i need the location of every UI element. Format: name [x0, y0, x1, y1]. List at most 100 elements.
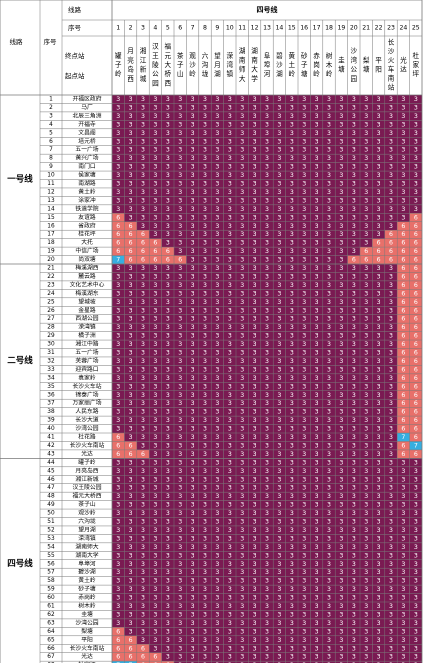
fare-value: 3 — [253, 290, 257, 297]
fare-value: 3 — [203, 240, 207, 247]
fare-value: 3 — [253, 426, 257, 433]
fare-value: 3 — [377, 172, 381, 179]
fare-value: 3 — [153, 569, 157, 576]
fare-value: 3 — [414, 468, 418, 475]
fare-value: 3 — [377, 544, 381, 551]
fare-cell — [384, 525, 398, 535]
fare-cell — [112, 238, 125, 248]
fare-cell — [384, 618, 398, 628]
fare-cell — [360, 187, 373, 197]
fare-value: 3 — [153, 341, 157, 348]
fare-cell — [149, 95, 162, 104]
fare-value: 3 — [166, 476, 170, 483]
fare-value: 3 — [327, 628, 331, 635]
row-number: 53 — [47, 536, 55, 542]
fare-cell — [236, 483, 249, 493]
fare-value: 6 — [141, 240, 145, 247]
fare-cell — [285, 390, 298, 400]
fare-value: 3 — [178, 104, 182, 111]
fare-cell — [174, 137, 187, 146]
fare-value: 3 — [178, 383, 182, 390]
fare-cell — [112, 297, 125, 307]
fare-cell — [298, 618, 311, 628]
fare-cell — [372, 458, 385, 467]
fare-value: 3 — [302, 527, 306, 534]
fare-value: 3 — [389, 603, 393, 610]
fare-value: 3 — [352, 307, 356, 314]
fare-cell — [397, 356, 410, 366]
fare-value: 3 — [129, 476, 133, 483]
fare-value: 3 — [290, 628, 294, 635]
fare-cell — [174, 331, 187, 341]
fare-cell — [273, 230, 286, 239]
fare-value: 3 — [116, 476, 120, 483]
fare-value: 3 — [401, 130, 405, 137]
fare-cell — [360, 416, 373, 425]
fare-cell — [248, 331, 261, 341]
fare-value: 3 — [129, 358, 133, 365]
fare-value: 3 — [364, 451, 368, 458]
fare-value: 6 — [401, 307, 405, 314]
fare-cell — [260, 306, 274, 315]
fare-cell — [149, 500, 162, 510]
fare-cell — [372, 179, 385, 188]
fare-value: 3 — [315, 459, 319, 466]
fare-cell — [124, 103, 137, 112]
fare-cell — [298, 500, 311, 510]
fare-value: 3 — [203, 189, 207, 196]
fare-cell — [149, 559, 162, 569]
fare-value: 3 — [364, 645, 368, 652]
fare-value: 3 — [228, 493, 232, 500]
fare-cell — [273, 627, 286, 636]
fare-cell — [298, 525, 311, 535]
fare-cell — [149, 618, 162, 628]
fare-value: 3 — [129, 214, 133, 221]
fare-cell — [198, 365, 212, 374]
fare-value: 3 — [240, 510, 244, 517]
fare-cell — [397, 323, 410, 332]
fare-cell — [124, 137, 137, 146]
fare-cell — [298, 264, 311, 273]
fare-value: 3 — [203, 96, 207, 103]
fare-value: 3 — [290, 502, 294, 509]
fare-cell — [409, 483, 422, 493]
fare-value: 3 — [277, 434, 281, 441]
fare-value: 3 — [265, 366, 269, 373]
fare-value: 3 — [253, 164, 257, 171]
fare-value: 3 — [364, 476, 368, 483]
fare-value: 3 — [265, 257, 269, 264]
fare-value: 6 — [414, 299, 418, 306]
fare-value: 3 — [265, 561, 269, 568]
fare-value: 6 — [166, 257, 170, 264]
fare-value: 3 — [153, 121, 157, 128]
fare-cell — [136, 627, 150, 636]
fare-cell — [384, 247, 398, 256]
fare-value: 3 — [166, 544, 170, 551]
fare-value: 3 — [141, 519, 145, 526]
fare-value: 6 — [116, 442, 120, 449]
fare-value: 3 — [352, 561, 356, 568]
fare-value: 3 — [315, 341, 319, 348]
fare-value: 3 — [377, 383, 381, 390]
fare-value: 3 — [352, 265, 356, 272]
fare-value: 3 — [364, 121, 368, 128]
fare-cell — [360, 509, 373, 518]
fare-cell — [298, 568, 311, 577]
fare-cell — [223, 627, 236, 636]
fare-cell — [149, 255, 162, 264]
fare-value: 3 — [116, 172, 120, 179]
fare-value: 3 — [253, 231, 257, 238]
fare-cell — [409, 644, 422, 653]
fare-value: 3 — [339, 400, 343, 407]
fare-value: 3 — [290, 493, 294, 500]
fare-value: 3 — [290, 366, 294, 373]
fare-value: 3 — [153, 595, 157, 602]
fare-cell — [384, 340, 398, 349]
fare-cell — [310, 204, 323, 214]
row-number: 21 — [47, 266, 55, 272]
fare-value: 3 — [414, 603, 418, 610]
fare-cell — [174, 627, 187, 636]
fare-cell — [136, 635, 150, 645]
fare-cell — [112, 441, 125, 450]
fare-cell — [198, 247, 212, 256]
